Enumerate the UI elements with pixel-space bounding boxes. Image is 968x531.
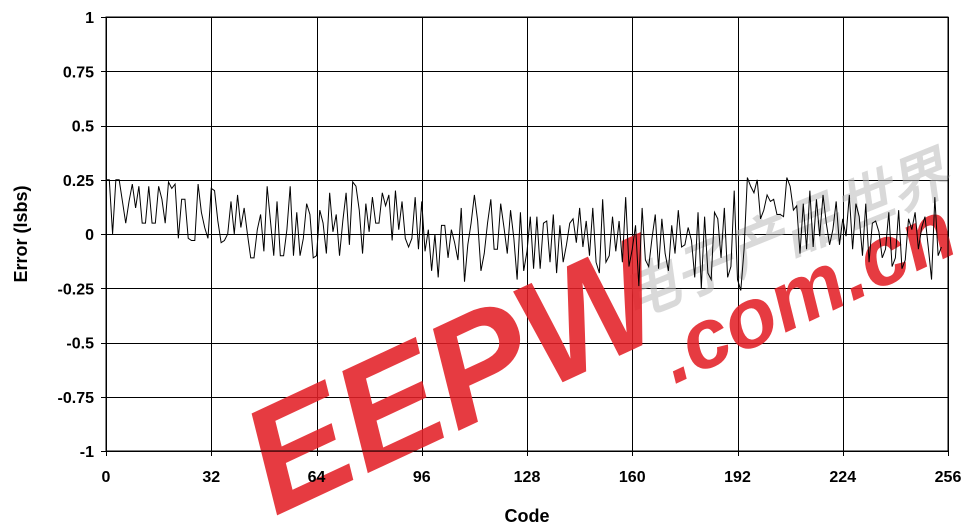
y-tick-label: -0.25 — [58, 281, 95, 298]
x-tick-label: 32 — [202, 469, 220, 486]
x-tick-label: 64 — [308, 469, 326, 486]
x-tick-label: 256 — [935, 469, 962, 486]
y-tick-label: 0 — [85, 227, 94, 244]
x-axis-title: Code — [505, 506, 550, 526]
y-axis-title: Error (lsbs) — [11, 185, 31, 282]
x-tick-label: 160 — [619, 469, 646, 486]
y-tick-label: -1 — [80, 444, 94, 461]
x-tick-label: 192 — [724, 469, 751, 486]
x-axis-ticks: 0 32 64 96 128 160 192 224 256 — [102, 451, 962, 486]
y-axis-ticks: 1 0.75 0.5 0.25 0 -0.25 -0.5 -0.75 -1 — [58, 10, 106, 461]
y-tick-label: 0.75 — [63, 64, 94, 81]
y-tick-label: 0.5 — [72, 119, 94, 136]
x-tick-label: 128 — [514, 469, 541, 486]
y-tick-label: -0.75 — [58, 390, 95, 407]
x-tick-label: 224 — [829, 469, 856, 486]
y-tick-label: 0.25 — [63, 173, 94, 190]
x-tick-label: 96 — [413, 469, 431, 486]
y-tick-label: -0.5 — [66, 336, 94, 353]
y-tick-label: 1 — [85, 10, 94, 27]
x-tick-label: 0 — [102, 469, 111, 486]
error-series-line — [106, 177, 942, 291]
